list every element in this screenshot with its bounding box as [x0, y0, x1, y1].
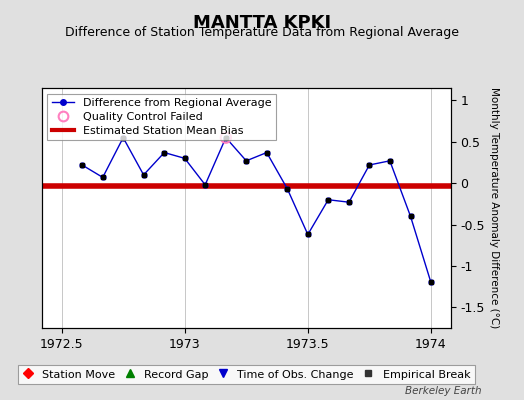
- Y-axis label: Monthly Temperature Anomaly Difference (°C): Monthly Temperature Anomaly Difference (…: [489, 87, 499, 329]
- Point: [303, 231, 312, 238]
- Point: [406, 213, 414, 220]
- Point: [242, 158, 250, 164]
- Text: Difference of Station Temperature Data from Regional Average: Difference of Station Temperature Data f…: [65, 26, 459, 39]
- Text: Berkeley Earth: Berkeley Earth: [406, 386, 482, 396]
- Point: [160, 149, 169, 156]
- Point: [201, 182, 210, 188]
- Point: [222, 134, 230, 141]
- Text: MANTTA KPKI: MANTTA KPKI: [193, 14, 331, 32]
- Point: [345, 199, 353, 206]
- Point: [119, 134, 127, 141]
- Point: [365, 162, 374, 168]
- Point: [283, 186, 291, 192]
- Point: [263, 149, 271, 156]
- Point: [181, 155, 189, 162]
- Point: [139, 172, 148, 178]
- Point: [427, 279, 435, 286]
- Point: [324, 196, 332, 203]
- Point: [222, 134, 230, 141]
- Point: [78, 162, 86, 168]
- Point: [386, 158, 394, 164]
- Legend: Station Move, Record Gap, Time of Obs. Change, Empirical Break: Station Move, Record Gap, Time of Obs. C…: [18, 365, 475, 384]
- Point: [99, 174, 107, 180]
